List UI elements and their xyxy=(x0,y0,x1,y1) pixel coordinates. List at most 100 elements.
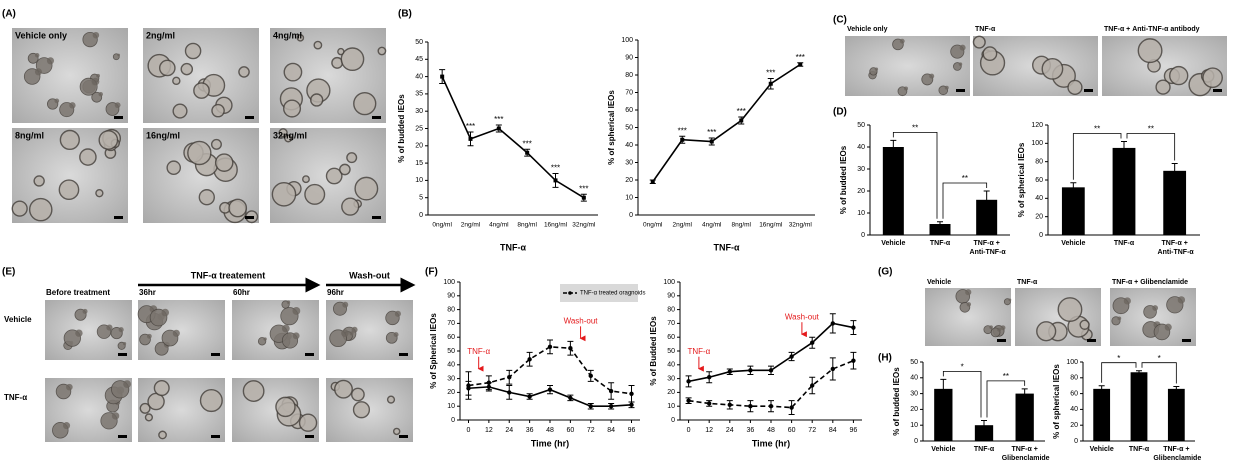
organoid-bud xyxy=(394,310,401,317)
image-label: TNF-α xyxy=(975,26,996,33)
axes xyxy=(922,362,1045,442)
organoid xyxy=(210,138,222,150)
y-tick-label: 40 xyxy=(625,142,633,149)
data-point xyxy=(768,368,774,373)
y-tick-label: 60 xyxy=(667,334,675,341)
organoid xyxy=(283,62,303,82)
organoid-bud xyxy=(966,302,972,307)
phase-label: TNF-α treatement xyxy=(191,270,266,280)
y-tick-label: 70 xyxy=(447,320,455,327)
y-tick-label: 80 xyxy=(667,306,675,313)
x-tick-label: Vehicle xyxy=(931,446,955,453)
y-tick-label: 0 xyxy=(629,212,633,219)
organoid-bud xyxy=(292,307,301,315)
organoid xyxy=(302,175,310,184)
y-tick-label: 10 xyxy=(857,210,865,217)
data-point xyxy=(739,118,744,123)
organoid-bud xyxy=(66,383,73,391)
significance-bracket xyxy=(1141,362,1177,384)
organoid-bud xyxy=(82,308,88,314)
y-tick-label: 40 xyxy=(415,73,423,80)
organoid xyxy=(271,181,297,207)
annotation: Wash-out xyxy=(785,312,820,321)
organoid-bud xyxy=(286,300,291,304)
y-tick-label: 0 xyxy=(1039,232,1043,239)
micrograph xyxy=(11,128,128,223)
panel-label: (C) xyxy=(833,15,847,26)
micrograph xyxy=(972,35,1098,96)
x-tick-label: 12 xyxy=(705,427,713,434)
x-tick-label: 60 xyxy=(566,427,574,434)
organoid xyxy=(341,197,360,216)
micrograph xyxy=(45,300,132,360)
micrograph xyxy=(143,128,259,224)
legend-label: TNF-α treated oragnoids xyxy=(580,291,646,297)
y-tick-label: 30 xyxy=(415,108,423,115)
bar xyxy=(882,147,904,235)
y-tick-label: 0 xyxy=(451,417,455,424)
organoid xyxy=(214,153,234,172)
scale-bar xyxy=(211,353,220,356)
organoid xyxy=(310,93,324,107)
axes xyxy=(869,125,1010,236)
organoid-bud xyxy=(899,38,905,44)
data-point xyxy=(686,379,691,384)
organoid-bud xyxy=(929,73,935,79)
image-label: TNF-α xyxy=(1017,279,1038,286)
x-tick-label: 48 xyxy=(767,427,775,434)
scale-bar xyxy=(997,339,1006,342)
organoid xyxy=(354,176,379,201)
organoid xyxy=(211,103,225,118)
y-axis-label: % of spherical IEOs xyxy=(1052,364,1061,439)
scale-bar xyxy=(399,435,408,438)
organoid-bud xyxy=(172,329,180,337)
organoid xyxy=(139,402,151,414)
significance-bracket xyxy=(986,380,1026,418)
scale-bar xyxy=(305,435,314,438)
organoid xyxy=(298,413,318,432)
bar xyxy=(929,224,951,235)
y-tick-label: 100 xyxy=(621,37,633,44)
significance: * xyxy=(961,362,964,371)
organoid-bud xyxy=(111,412,120,420)
organoid xyxy=(340,47,365,72)
y-tick-label: 40 xyxy=(667,362,675,369)
organoid-bud xyxy=(34,53,40,58)
micrograph xyxy=(326,378,413,442)
data-point xyxy=(810,383,815,388)
organoid-bud xyxy=(98,91,103,97)
y-axis-label: % of Budded IEOs xyxy=(649,316,658,386)
y-tick-label: 10 xyxy=(447,403,455,410)
x-tick-label: 4ng/ml xyxy=(702,222,722,229)
organoid xyxy=(198,189,215,206)
y-tick-label: 20 xyxy=(415,143,423,150)
organoid xyxy=(377,46,387,56)
image-label: 32ng/ml xyxy=(273,130,307,140)
organoid xyxy=(304,183,326,205)
y-tick-label: 35 xyxy=(415,91,423,98)
micrograph xyxy=(232,300,319,360)
y-axis-label: % of spherical IEOs xyxy=(1017,142,1026,217)
y-axis-label: % of budded IEOs xyxy=(892,367,901,436)
data-point xyxy=(547,344,553,350)
phase-label: Wash-out xyxy=(349,270,390,280)
organoid xyxy=(158,430,167,440)
scale-bar xyxy=(372,116,381,119)
significance-bracket xyxy=(1126,133,1176,161)
y-tick-label: 60 xyxy=(1070,390,1078,397)
x-tick-label: 0 xyxy=(467,427,471,434)
data-point xyxy=(525,150,530,155)
organoid xyxy=(11,200,28,217)
x-tick-label: 8ng/ml xyxy=(517,222,537,229)
organoid-bud xyxy=(63,422,71,430)
organoid xyxy=(153,380,170,397)
y-tick-label: 20 xyxy=(625,177,633,184)
image-label: 96hr xyxy=(327,288,344,297)
scale-bar xyxy=(1084,89,1093,92)
organoid-bud xyxy=(959,44,966,51)
y-tick-label: 40 xyxy=(447,362,455,369)
data-point xyxy=(680,137,685,142)
y-tick-label: 5 xyxy=(419,195,423,202)
chart: 0 10 20 30 40 50 60 70 80 90 100 % of spherical IEO… xyxy=(607,37,815,252)
organoid xyxy=(296,34,305,42)
